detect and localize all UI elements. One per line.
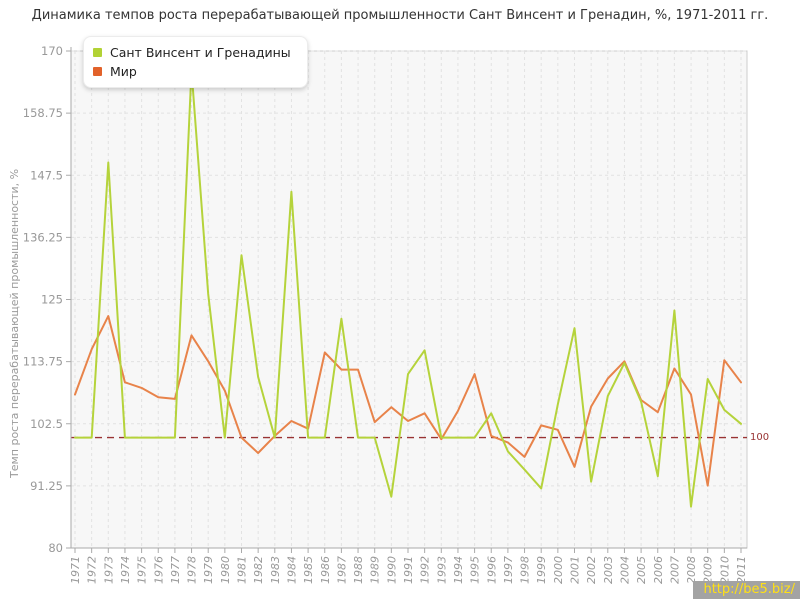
x-tick-label: 1971 (69, 556, 82, 584)
x-tick-label: 1982 (252, 556, 265, 584)
x-tick-label: 1977 (169, 556, 182, 584)
legend-item-world[interactable]: Мир (93, 62, 291, 81)
legend-label-world: Мир (110, 64, 137, 79)
x-tick-label: 1980 (219, 556, 232, 584)
x-tick-label: 1992 (419, 556, 432, 584)
y-axis-title: Темп роста перерабатывающей промышленнос… (8, 168, 21, 478)
x-tick-label: 2011 (735, 556, 748, 584)
watermark-link[interactable]: http://be5.biz/ (693, 581, 800, 599)
chart-title: Динамика темпов роста перерабатывающей п… (31, 8, 769, 23)
legend-label-saint-vincent: Сант Винсент и Гренадины (110, 45, 291, 60)
x-tick-label: 1985 (302, 556, 315, 584)
x-tick-label: 1983 (269, 556, 282, 584)
y-tick-label: 125 (41, 293, 63, 307)
x-tick-label: 1976 (152, 556, 165, 584)
x-tick-label: 1974 (119, 556, 132, 584)
x-tick-label: 1999 (535, 556, 548, 584)
x-tick-label: 1993 (435, 556, 448, 584)
x-tick-label: 2005 (635, 556, 648, 584)
x-tick-label: 1973 (102, 556, 115, 584)
x-tick-label: 2008 (685, 556, 698, 584)
x-tick-label: 1972 (86, 556, 99, 584)
y-tick-label: 91.25 (30, 479, 63, 493)
series-line-saint-vincent (74, 69, 742, 508)
x-tick-label: 1997 (502, 556, 515, 584)
x-tick-label: 1986 (319, 556, 332, 584)
x-tick-label: 1975 (136, 556, 149, 584)
x-tick-label: 2009 (702, 556, 715, 584)
x-tick-label: 2000 (552, 556, 565, 584)
legend-item-saint-vincent[interactable]: Сант Винсент и Гренадины (93, 43, 291, 62)
legend-marker-saint-vincent-icon (93, 48, 102, 57)
x-tick-label: 2004 (618, 556, 631, 584)
x-tick-label: 1991 (402, 556, 415, 584)
x-tick-label: 1996 (485, 556, 498, 584)
legend-marker-world-icon (93, 67, 102, 76)
y-tick-label: 170 (41, 44, 63, 58)
x-tick-label: 1995 (469, 556, 482, 584)
y-tick-label: 102.5 (30, 417, 63, 431)
x-tick-label: 2006 (652, 556, 665, 584)
x-tick-label: 1988 (352, 556, 365, 584)
x-tick-label: 1981 (236, 556, 249, 584)
x-tick-label: 2002 (585, 556, 598, 584)
x-tick-label: 1984 (285, 556, 298, 584)
y-tick-label: 158.75 (23, 106, 63, 120)
y-tick-label: 80 (48, 541, 63, 555)
x-tick-label: 1998 (519, 556, 532, 584)
y-tick-label: 136.25 (23, 230, 63, 244)
x-tick-label: 2010 (718, 556, 731, 584)
x-tick-label: 1979 (202, 556, 215, 584)
baseline-label: 100 (750, 431, 770, 443)
x-tick-label: 2003 (602, 556, 615, 584)
x-tick-label: 2007 (668, 556, 681, 584)
x-tick-label: 1990 (385, 556, 398, 584)
x-tick-label: 1987 (335, 556, 348, 584)
y-tick-label: 147.5 (30, 168, 63, 182)
x-tick-label: 1978 (186, 556, 199, 584)
legend: Сант Винсент и Гренадины Мир (83, 36, 308, 88)
y-tick-label: 113.75 (23, 355, 63, 369)
x-tick-label: 1994 (452, 556, 465, 584)
x-tick-label: 1989 (369, 556, 382, 584)
x-tick-label: 2001 (569, 556, 582, 584)
